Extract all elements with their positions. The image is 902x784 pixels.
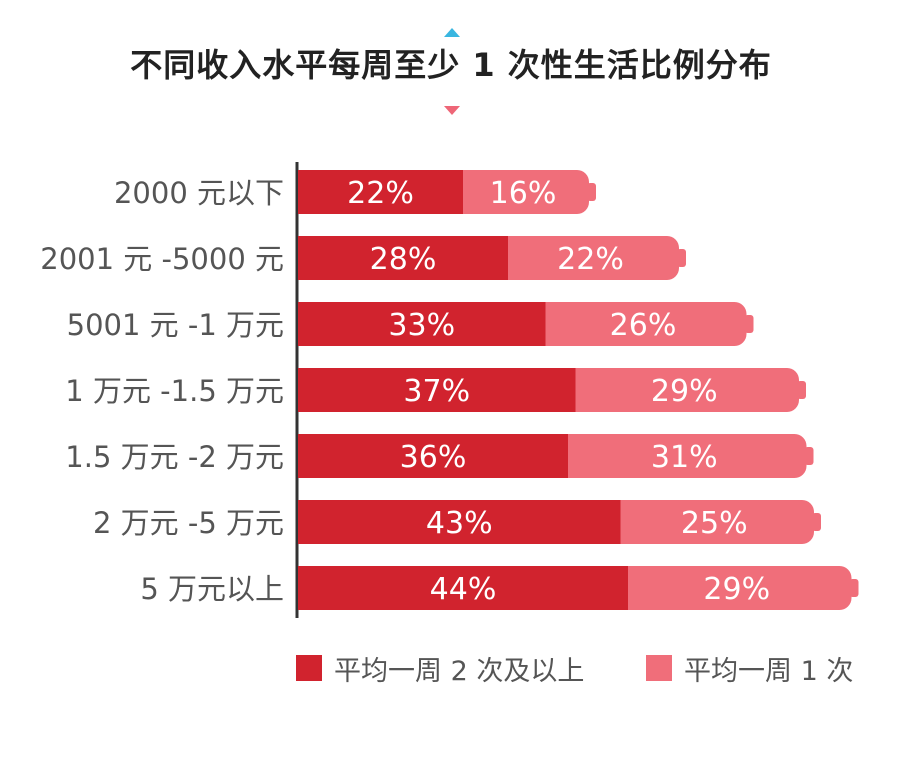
title-marker-bottom-icon	[444, 106, 460, 115]
legend-item-series-2: 平均一周 1 次	[646, 650, 854, 687]
bar-tip-nub	[804, 447, 814, 465]
bar-segment-series-1	[298, 302, 546, 346]
category-label: 5 万元以上	[140, 572, 284, 606]
bar-segment-series-2	[508, 236, 663, 280]
data-label-series-2: 29%	[703, 572, 770, 607]
data-label-series-1: 22%	[347, 176, 414, 211]
data-label-series-1: 43%	[426, 506, 493, 541]
data-label-series-1: 36%	[400, 440, 467, 475]
category-label: 5001 元 -1 万元	[67, 308, 284, 342]
data-label-series-1: 28%	[370, 242, 437, 277]
bar-segment-series-1	[298, 500, 621, 544]
data-label-series-2: 16%	[490, 176, 557, 211]
category-label: 1.5 万元 -2 万元	[65, 440, 284, 474]
data-label-series-2: 25%	[681, 506, 748, 541]
bar-tip-nub	[812, 513, 821, 531]
bar-segment-series-1	[298, 566, 628, 610]
legend-label-series-1: 平均一周 2 次及以上	[334, 655, 585, 687]
legend-swatch-series-2	[646, 655, 672, 681]
bar-segment-series-2	[463, 170, 573, 214]
bar-segment-series-2	[575, 368, 783, 412]
data-label-series-2: 29%	[651, 374, 718, 409]
bar-segment-series-1	[298, 170, 463, 214]
legend-swatch-series-1	[296, 655, 322, 681]
bar-segment-series-2	[545, 302, 731, 346]
bar-segment-series-2	[568, 434, 791, 478]
data-label-series-2: 26%	[610, 308, 677, 343]
bar-tip-nub	[849, 579, 859, 597]
category-label: 2000 元以下	[114, 176, 284, 210]
bar-segment-series-1	[298, 236, 508, 280]
data-label-series-1: 37%	[403, 374, 470, 409]
category-label: 2 万元 -5 万元	[93, 506, 284, 540]
bar-tip-nub	[744, 315, 754, 333]
legend-item-series-1: 平均一周 2 次及以上	[296, 650, 585, 687]
bar-segment-series-1	[298, 368, 576, 412]
data-label-series-2: 31%	[651, 440, 718, 475]
data-label-series-1: 44%	[430, 572, 497, 607]
legend-label-series-2: 平均一周 1 次	[684, 655, 854, 687]
bar-segment-series-1	[298, 434, 568, 478]
bar-tip-nub	[587, 183, 596, 201]
data-label-series-2: 22%	[557, 242, 624, 277]
chart-title: 不同收入水平每周至少 1 次性生活比例分布	[130, 46, 772, 84]
bar-tip-nub	[797, 381, 806, 399]
category-label: 2001 元 -5000 元	[40, 242, 284, 276]
category-label: 1 万元 -1.5 万元	[65, 374, 284, 408]
bar-segment-series-2	[628, 566, 836, 610]
bar-segment-series-2	[620, 500, 798, 544]
chart-title-wrap: 不同收入水平每周至少 1 次性生活比例分布	[0, 18, 902, 86]
data-label-series-1: 33%	[388, 308, 455, 343]
bar-tip-nub	[677, 249, 686, 267]
title-marker-top-icon	[444, 28, 460, 37]
